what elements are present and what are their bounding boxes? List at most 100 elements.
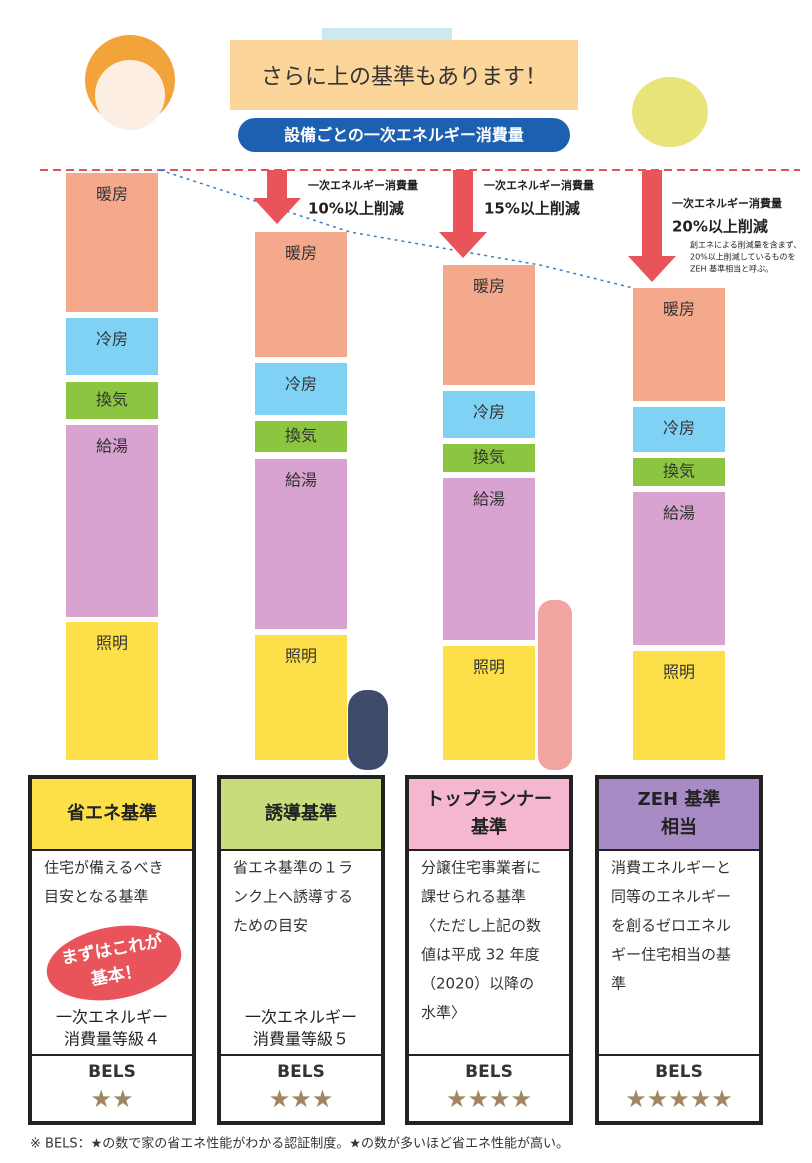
grade: 消費量等級５ <box>253 1030 349 1049</box>
segment-label: 換気 <box>473 448 505 467</box>
card-header <box>221 779 381 849</box>
arrow <box>642 170 662 256</box>
reduction: 20%以上削減 <box>672 218 768 236</box>
bels: BELS <box>655 1062 703 1082</box>
bird <box>632 77 708 147</box>
card-description: （2020）以降の <box>421 975 534 993</box>
stars: ★★★★★ <box>625 1085 733 1113</box>
segment <box>443 265 535 385</box>
segment-label: 冷房 <box>285 375 317 394</box>
segment <box>633 407 725 452</box>
reduction: 15%以上削減 <box>484 200 580 218</box>
bels: BELS <box>277 1062 325 1082</box>
card-title: 相当 <box>661 816 697 838</box>
segment-label: 給湯 <box>285 471 317 490</box>
card-description: ンク上へ誘導する <box>233 888 353 906</box>
segment <box>66 425 158 617</box>
title: さらに上の基準もあります！ <box>261 65 547 90</box>
segment-label: 暖房 <box>285 244 317 263</box>
stars: ★★★★ <box>446 1085 532 1113</box>
segment-label: 照明 <box>285 647 317 666</box>
segment-label: 換気 <box>663 462 695 481</box>
card-title: 基準 <box>470 816 507 838</box>
segment-label: 換気 <box>96 390 128 409</box>
segment <box>633 458 725 486</box>
card-description: ギー住宅相当の基 <box>611 946 731 964</box>
segment-label: 換気 <box>285 426 317 445</box>
segment <box>66 318 158 375</box>
segment <box>633 651 725 760</box>
bels: BELS <box>88 1062 136 1082</box>
arrow-label: 一次エネルギー消費量 <box>484 178 594 192</box>
girl <box>538 600 572 770</box>
card-description: 〈ただし上記の数 <box>421 917 541 935</box>
segment <box>633 492 725 645</box>
arrow-label: 一次エネルギー消費量 <box>308 178 418 192</box>
subtitle: 設備ごとの一次エネルギー消費量 <box>284 126 524 145</box>
segment <box>255 232 347 357</box>
segment <box>255 363 347 415</box>
card-description: 同等のエネルギー <box>611 888 731 906</box>
segment-label: 給湯 <box>663 504 695 523</box>
segment-label: 照明 <box>663 663 695 682</box>
segment-label: 冷房 <box>473 403 505 422</box>
segment <box>443 391 535 438</box>
arrow <box>453 170 473 232</box>
segment <box>255 635 347 760</box>
segment-label: 暖房 <box>96 185 128 204</box>
card-header <box>32 779 192 849</box>
grade: 一次エネルギー <box>245 1008 357 1027</box>
stars: ★★★ <box>269 1085 334 1113</box>
subtitle-pill <box>238 118 570 152</box>
stars: ★★ <box>90 1085 133 1113</box>
segment <box>633 288 725 401</box>
segment-label: 暖房 <box>473 277 505 296</box>
card-description: 課せられる基準 <box>421 888 526 906</box>
segment-label: 給湯 <box>96 437 128 456</box>
character <box>95 60 165 130</box>
card-header <box>599 779 759 849</box>
segment <box>443 444 535 472</box>
card-title: トップランナー <box>426 788 552 810</box>
segment-label: 照明 <box>473 658 505 677</box>
bels: BELS <box>465 1062 513 1082</box>
card-description: ための目安 <box>233 917 308 935</box>
segment-label: 冷房 <box>96 330 128 349</box>
segment <box>66 173 158 312</box>
arrow-head <box>628 256 676 282</box>
card-description: 省エネ基準の１ラ <box>233 859 353 877</box>
segment-label: 暖房 <box>663 300 695 319</box>
dog <box>348 690 388 770</box>
card-header <box>409 779 569 849</box>
footnote: ※ BELS：★の数で家の省エネ性能がわかる認証制度。★の数が多いほど省エネ性能… <box>30 1136 569 1152</box>
segment-label: 給湯 <box>473 490 505 509</box>
card-description: を創るゼロエネル <box>611 917 731 935</box>
segment <box>66 382 158 419</box>
title-box <box>230 40 578 110</box>
card-title: 誘導基準 <box>265 802 337 824</box>
arrow-label: 一次エネルギー消費量 <box>672 196 782 210</box>
arrow-head <box>439 232 487 258</box>
segment <box>443 478 535 640</box>
segment-label: 冷房 <box>663 419 695 438</box>
card-description: 住宅が備えるべき <box>44 859 164 877</box>
card-description: 準 <box>611 975 626 993</box>
grade: 消費量等級４ <box>64 1030 160 1049</box>
badge <box>46 925 182 1001</box>
card-description: 分譲住宅事業者に <box>421 859 541 877</box>
segment-label: 照明 <box>96 634 128 653</box>
reduction: 10%以上削減 <box>308 200 404 218</box>
trend-line <box>159 169 634 289</box>
segment <box>255 421 347 452</box>
card-title: ZEH 基準 <box>638 788 721 810</box>
note: ZEH 基準相当と呼ぶ。 <box>690 264 773 274</box>
card-title: 省エネ基準 <box>66 802 157 824</box>
card-description: 値は平成 32 年度 <box>421 946 540 964</box>
note: 創エネによる削減量を含まず、 <box>690 240 801 250</box>
card-description: 消費エネルギーと <box>611 859 731 877</box>
segment <box>443 646 535 760</box>
grade: 一次エネルギー <box>56 1008 168 1027</box>
note: 20%以上削減しているものを <box>690 252 796 262</box>
segment <box>66 622 158 760</box>
